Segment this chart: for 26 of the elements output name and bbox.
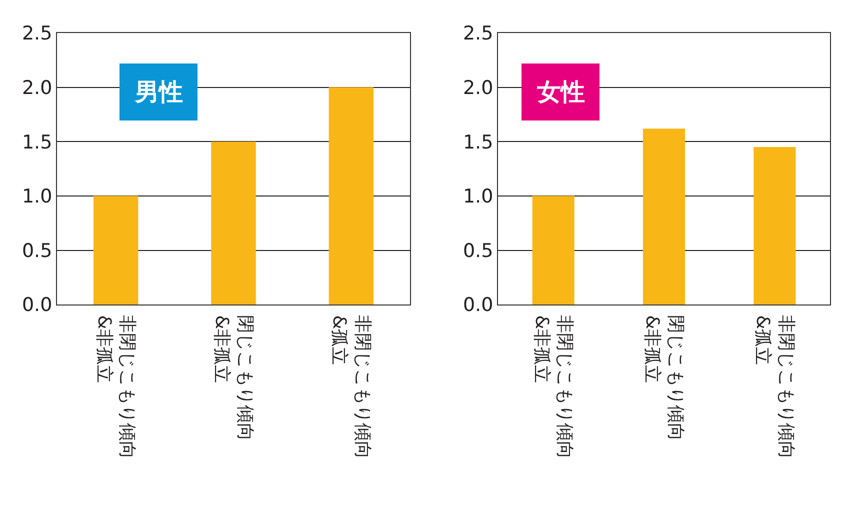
y-tick-label: 1.5 <box>22 131 52 154</box>
x-tick-label: 非閉じこもり傾向 &孤立 <box>328 315 374 460</box>
y-tick-label: 1.0 <box>22 186 52 208</box>
bar <box>754 147 796 305</box>
x-tick-label: 非閉じこもり傾向 &非孤立 <box>93 315 138 460</box>
y-tick-label: 0.0 <box>22 294 52 316</box>
bar <box>211 142 256 305</box>
y-tick-label: 0.0 <box>462 294 494 316</box>
bar <box>532 196 574 305</box>
x-tick-label: 閉じこもり傾向 &非孤立 <box>210 315 256 442</box>
bar <box>328 87 374 305</box>
bar <box>642 128 686 305</box>
x-tick-label: 非閉じこもり傾向 &孤立 <box>752 315 797 460</box>
x-tick-label: 閉じこもり傾向 &非孤立 <box>641 315 686 442</box>
y-tick-label: 2.5 <box>22 22 52 45</box>
y-tick-label: 2.5 <box>462 22 494 45</box>
y-tick-label: 2.0 <box>462 76 494 99</box>
y-tick-label: 0.5 <box>22 240 52 262</box>
x-tick-label: 非閉じこもり傾向 &非孤立 <box>530 315 576 460</box>
text: 男性 <box>134 78 183 106</box>
bar <box>93 196 138 305</box>
y-tick-label: 1.5 <box>462 131 494 154</box>
text: 女性 <box>536 78 585 106</box>
y-tick-label: 2.0 <box>22 76 52 99</box>
y-tick-label: 0.5 <box>462 240 494 262</box>
y-tick-label: 1.0 <box>462 186 494 208</box>
